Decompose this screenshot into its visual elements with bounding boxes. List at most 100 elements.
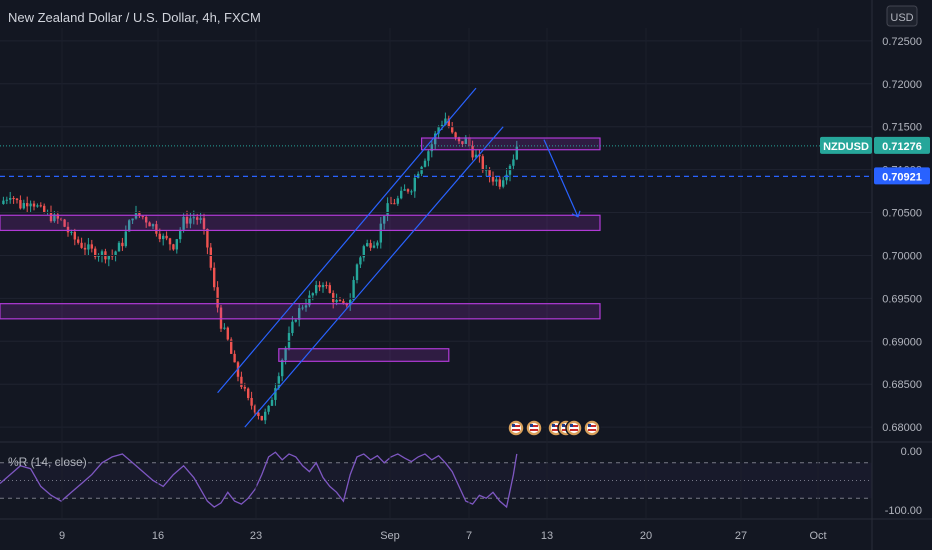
candle-body	[420, 166, 423, 174]
event-flag-stripe	[530, 429, 538, 431]
candle-body	[179, 229, 182, 240]
candle-body	[349, 299, 352, 306]
candle-body	[267, 405, 270, 412]
indicator-tick-label: -100.00	[885, 505, 922, 517]
candle-body	[202, 218, 206, 229]
candle-body	[114, 251, 117, 256]
event-flag-stripe	[512, 425, 520, 427]
candle-body	[83, 247, 87, 250]
projection-arrow[interactable]	[543, 139, 579, 218]
candle-body	[80, 242, 83, 248]
candle-body	[274, 388, 277, 400]
candle-body	[362, 246, 365, 258]
candle-body	[454, 132, 457, 138]
symbol-badge	[820, 136, 872, 154]
candle-body	[60, 218, 63, 220]
candle-body	[219, 307, 223, 329]
candle-body	[311, 293, 314, 296]
candle-body	[77, 239, 80, 243]
indicator-band	[0, 462, 872, 499]
candle-body	[335, 300, 338, 303]
candle-body	[9, 197, 12, 200]
candle-body	[512, 159, 515, 166]
support-resistance-zone[interactable]	[0, 303, 601, 320]
candle-body	[250, 397, 253, 406]
candle-body	[372, 245, 376, 248]
candle-body	[15, 198, 19, 201]
indicator-pane[interactable]	[0, 451, 872, 509]
candle-body	[366, 243, 369, 247]
candle-body	[287, 333, 291, 348]
current-price-badge-text: 0.71276	[882, 141, 922, 153]
candle-body	[447, 118, 450, 127]
support-resistance-zone[interactable]	[421, 137, 601, 151]
candle-body	[515, 146, 518, 160]
event-flag-canton	[552, 424, 555, 427]
candle-body	[148, 222, 151, 227]
trend-line[interactable]	[217, 87, 477, 394]
support-resistance-zone[interactable]	[0, 214, 601, 232]
candle-body	[22, 203, 25, 209]
candle-body	[66, 226, 70, 233]
candle-body	[97, 255, 100, 257]
williams-r-line	[0, 451, 518, 509]
candle-body	[49, 212, 53, 222]
candle-body	[165, 235, 168, 239]
candle-body	[87, 244, 90, 250]
candle-body	[230, 339, 233, 354]
candle-body	[383, 215, 386, 224]
y-tick-label: 0.70000	[882, 250, 922, 262]
y-tick-label: 0.68500	[882, 379, 922, 391]
candle-body	[478, 154, 481, 157]
candle-body	[291, 321, 294, 334]
candle-body	[131, 218, 134, 221]
event-flag-icon[interactable]	[525, 419, 543, 437]
candle-body	[111, 255, 114, 257]
candle-body	[185, 216, 189, 224]
candle-body	[206, 228, 209, 248]
candle-body	[352, 280, 355, 300]
support-resistance-zone[interactable]	[278, 348, 450, 362]
candle-body	[315, 285, 318, 294]
candle-body	[189, 218, 192, 224]
candle-body	[192, 217, 195, 219]
candle-body	[257, 412, 260, 416]
y-tick-label: 0.70500	[882, 208, 922, 220]
event-flag-canton	[570, 424, 573, 427]
event-flag-icon[interactable]	[507, 419, 525, 437]
y-tick-label: 0.69500	[882, 293, 922, 305]
candle-body	[389, 203, 393, 205]
projection-arrowhead	[571, 210, 581, 218]
candle-body	[260, 415, 263, 421]
candle-body	[355, 264, 359, 281]
event-flag-icon[interactable]	[583, 419, 601, 437]
candle-body	[19, 200, 22, 209]
candle-body	[474, 154, 478, 158]
candle-body	[400, 190, 403, 199]
candle-body	[281, 360, 284, 377]
event-flag-icon[interactable]	[565, 419, 583, 437]
candle-body	[141, 216, 144, 218]
candle-body	[359, 257, 362, 265]
candle-body	[342, 301, 345, 303]
candle-body	[481, 156, 484, 171]
candle-body	[162, 235, 165, 240]
candle-body	[2, 200, 5, 204]
y-tick-label: 0.71500	[882, 122, 922, 134]
candle-body	[308, 295, 311, 306]
currency-selector[interactable]: USD	[886, 5, 918, 27]
candle-body	[457, 137, 461, 142]
x-tick-label: 7	[466, 530, 472, 542]
candle-body	[138, 211, 141, 217]
candle-body	[437, 127, 440, 134]
candle-body	[240, 376, 243, 387]
candle-body	[464, 137, 467, 144]
line-price-badge-text: 0.70921	[882, 171, 922, 183]
event-flag-icon[interactable]	[547, 419, 565, 437]
candle-body	[172, 244, 175, 250]
candle-body	[5, 199, 8, 201]
candle-body	[440, 124, 444, 128]
candle-body	[253, 405, 257, 413]
